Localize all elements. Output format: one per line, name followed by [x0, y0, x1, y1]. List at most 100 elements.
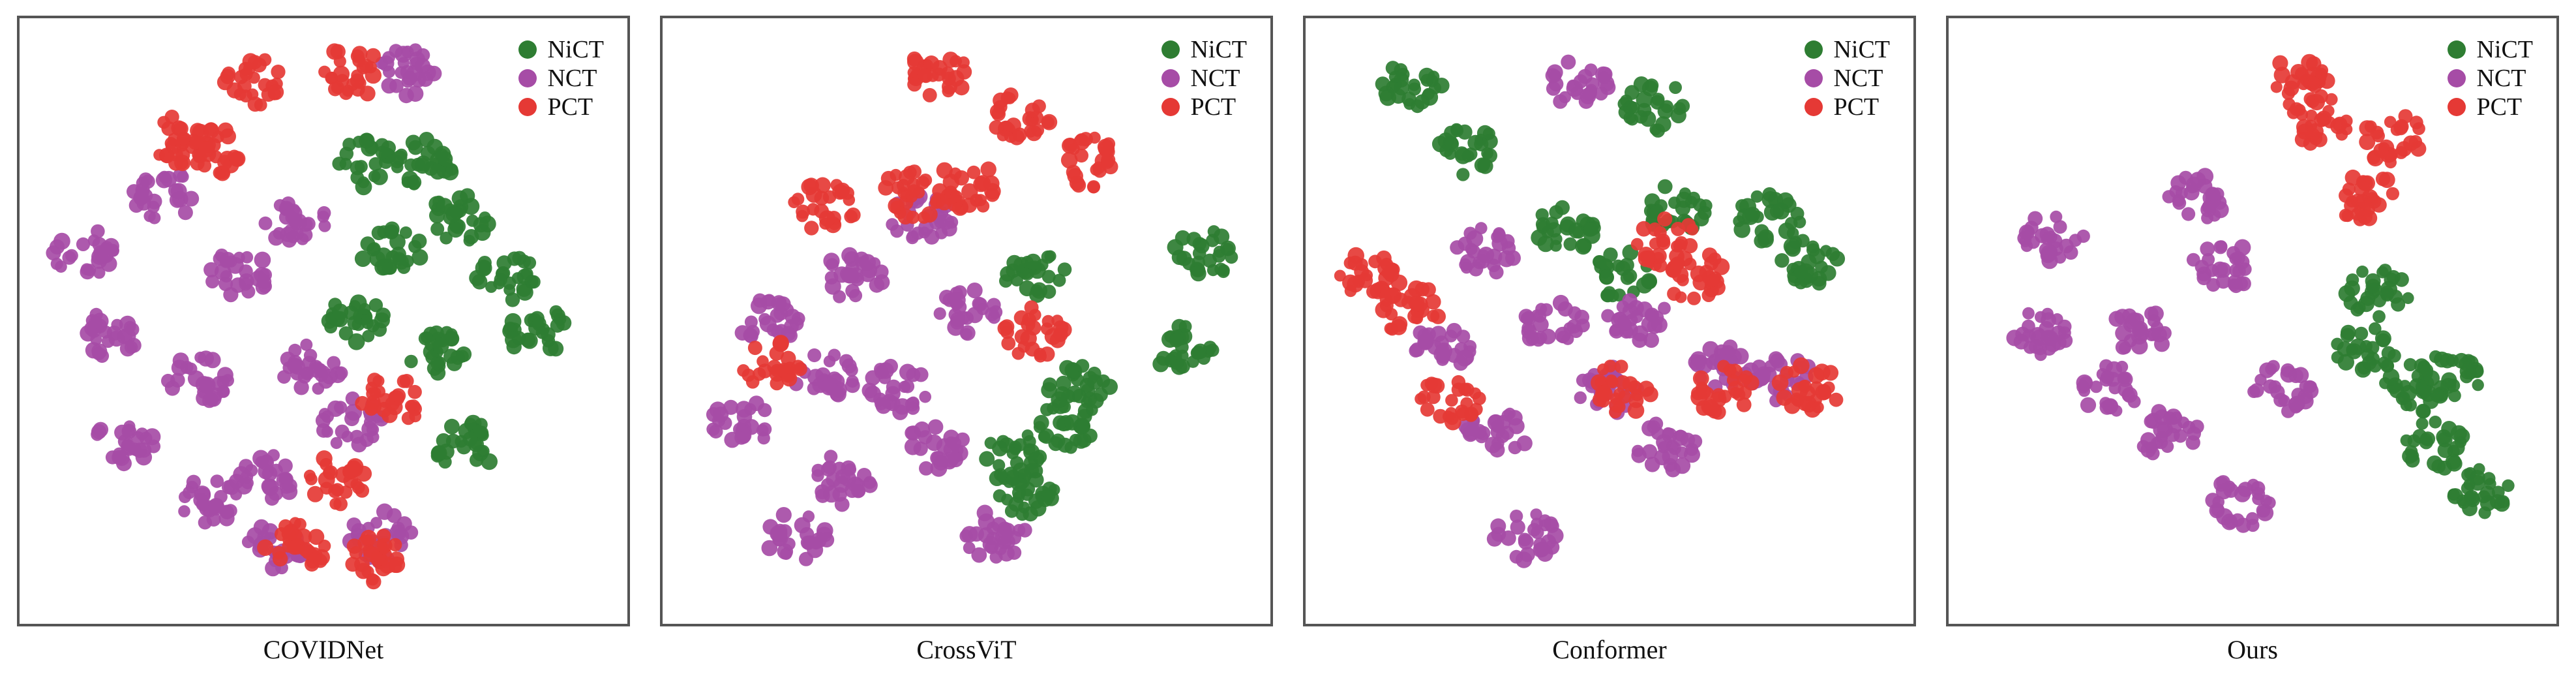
point-pct: [989, 120, 1004, 135]
point-nct: [973, 297, 988, 312]
point-pct: [247, 96, 263, 112]
point-pct: [1430, 309, 1446, 324]
point-nict: [1773, 202, 1790, 220]
point-nct: [2115, 339, 2131, 355]
point-nct: [158, 170, 171, 183]
point-nct: [214, 264, 232, 281]
point-pct: [1677, 251, 1693, 267]
point-nct: [2108, 311, 2125, 327]
point-nict: [332, 157, 346, 171]
point-nct: [1490, 518, 1506, 534]
point-pct: [408, 384, 422, 399]
legend: NiCT NCT PCT: [2448, 35, 2533, 121]
point-nict: [1694, 211, 1709, 226]
point-nict: [1657, 103, 1673, 119]
point-nict: [1670, 107, 1686, 123]
legend-dot-pct: [1805, 98, 1823, 116]
point-nct: [2280, 365, 2298, 383]
point-nict: [1625, 85, 1640, 100]
point-nct: [2170, 175, 2187, 191]
point-pct: [351, 69, 364, 82]
point-pct: [2301, 54, 2318, 71]
point-pct: [247, 88, 259, 100]
point-nct: [945, 215, 959, 229]
point-nct: [2034, 228, 2050, 243]
point-nct: [823, 355, 836, 367]
point-nct: [1557, 330, 1570, 344]
point-pct: [1030, 123, 1045, 137]
point-pct: [788, 196, 800, 209]
point-nict: [979, 451, 995, 467]
point-pct: [348, 462, 363, 477]
point-nict: [1176, 349, 1189, 362]
point-nct: [221, 374, 234, 387]
point-pct: [805, 186, 822, 203]
point-pct: [1736, 397, 1752, 412]
point-nct: [1656, 434, 1672, 450]
point-pct: [2305, 109, 2318, 121]
legend-item-nct: NCT: [1805, 64, 1890, 93]
point-nct: [1456, 349, 1473, 367]
point-nict: [2407, 434, 2421, 448]
point-pct: [1024, 300, 1039, 315]
point-nct: [869, 277, 885, 293]
point-pct: [308, 529, 325, 545]
point-nct: [215, 248, 229, 262]
point-nict: [2386, 269, 2401, 284]
point-nct: [734, 325, 751, 341]
point-pct: [1069, 175, 1085, 191]
point-nict: [2380, 288, 2394, 302]
point-pct: [2283, 80, 2299, 97]
point-nct: [426, 65, 442, 82]
point-nict: [443, 348, 459, 364]
point-pct: [899, 169, 915, 185]
point-pct: [281, 526, 296, 541]
point-nict: [1641, 273, 1657, 290]
point-pct: [1656, 236, 1671, 251]
point-nct: [1518, 532, 1532, 547]
point-pct: [1630, 238, 1643, 251]
point-nct: [936, 438, 953, 455]
point-nct: [2023, 341, 2037, 354]
point-nct: [178, 505, 190, 517]
point-nct: [2202, 200, 2214, 213]
point-pct: [804, 221, 819, 236]
point-nict: [1055, 386, 1070, 402]
point-nct: [1450, 240, 1465, 255]
point-nct: [253, 519, 269, 535]
point-nct: [321, 425, 333, 438]
point-pct: [313, 553, 327, 568]
point-pct: [897, 208, 914, 225]
point-nict: [1213, 245, 1226, 258]
point-nct: [1491, 437, 1505, 450]
point-pct: [1407, 308, 1423, 324]
point-nct: [2172, 196, 2187, 210]
point-nct: [2145, 441, 2158, 454]
point-nict: [2338, 285, 2356, 302]
point-pct: [942, 84, 955, 98]
point-pct: [2296, 123, 2313, 140]
point-nict: [1790, 206, 1805, 221]
point-nict: [445, 206, 462, 223]
point-nct: [1501, 530, 1516, 546]
point-pct: [1087, 181, 1100, 194]
point-nict: [2462, 500, 2478, 517]
point-pct: [1001, 336, 1016, 351]
scatter-plot-ours: [2006, 54, 2515, 533]
point-nict: [2429, 416, 2442, 429]
legend-label-pct: PCT: [1190, 93, 1236, 121]
point-pct: [1344, 284, 1357, 298]
point-pct: [1687, 291, 1701, 305]
point-pct: [2273, 67, 2290, 84]
point-pct: [1014, 329, 1030, 345]
point-nict: [1171, 249, 1188, 266]
point-pct: [844, 209, 858, 224]
point-nct: [1460, 422, 1475, 437]
point-nct: [841, 460, 856, 476]
point-nct: [327, 356, 341, 370]
point-nct: [395, 66, 408, 79]
legend-label-pct: PCT: [547, 93, 593, 121]
point-pct: [1613, 401, 1626, 414]
point-pct: [2309, 131, 2323, 146]
point-nict: [456, 346, 472, 362]
